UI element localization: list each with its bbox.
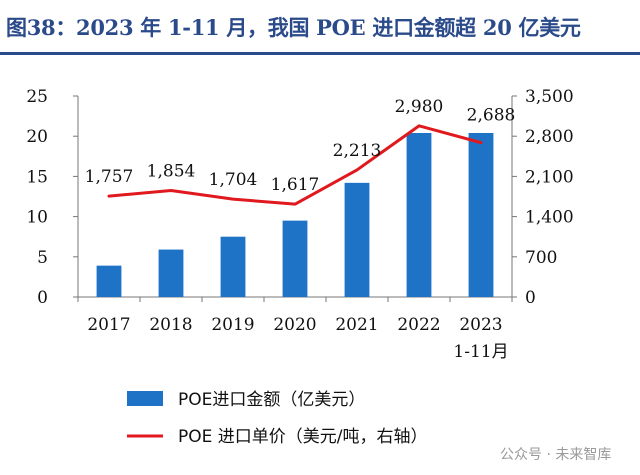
data-labels-group: 1,757 1,854 1,704 1,617 2,213 2,980 2,688 [85, 97, 516, 195]
chart-title: 图38：2023 年 1-11 月，我国 POE 进口金额超 20 亿美元 [6, 15, 581, 40]
bars-group [96, 132, 494, 297]
x-category-label: 2022 [397, 315, 440, 335]
left-tick-label: 10 [26, 208, 48, 228]
bar [158, 249, 184, 297]
line-data-label: 1,617 [271, 175, 320, 195]
x-category-label: 2017 [87, 315, 130, 335]
bar [468, 132, 494, 297]
line-data-label: 1,704 [209, 170, 258, 190]
line-data-label: 2,213 [333, 141, 382, 161]
legend-group: POE进口金额（亿美元） POE 进口单价（美元/吨，右轴） [127, 390, 428, 447]
x-category-label: 2021 [335, 315, 378, 335]
left-tick-label: 20 [26, 127, 48, 147]
bar [220, 236, 246, 297]
x-category-label: 2020 [273, 315, 316, 335]
left-tick-label: 25 [26, 87, 48, 107]
x-category-label: 2023 [459, 315, 502, 335]
right-tick-label: 700 [525, 248, 557, 268]
line-data-label: 1,757 [85, 167, 134, 187]
bar [282, 220, 308, 297]
line-data-label: 2,980 [395, 97, 444, 117]
line-group [107, 124, 483, 206]
left-tick-label: 15 [26, 167, 48, 187]
bar [406, 132, 432, 297]
x-category-label: 2018 [149, 315, 192, 335]
x-category-sublabel: 1-11月 [453, 342, 508, 362]
watermark-text: 公众号 · 未来智库 [500, 447, 611, 463]
line-data-label: 1,854 [147, 162, 196, 182]
legend-line-label: POE 进口单价（美元/吨，右轴） [178, 427, 428, 447]
right-tick-label: 0 [525, 288, 536, 308]
right-tick-label: 3,500 [525, 87, 574, 107]
x-category-label: 2019 [211, 315, 254, 335]
legend-bar-swatch [127, 391, 163, 406]
right-tick-label: 2,100 [525, 167, 574, 187]
axes-group: 0 5 10 15 20 25 0 700 1,400 2,100 2,800 3,500 2017 20… [26, 87, 573, 362]
title-underline [0, 52, 640, 55]
line-data-label: 2,688 [467, 106, 516, 126]
bar [96, 265, 122, 297]
legend-bar-label: POE进口金额（亿美元） [178, 390, 365, 410]
left-tick-label: 5 [37, 248, 48, 268]
bar [344, 182, 370, 297]
left-tick-label: 0 [37, 288, 48, 308]
right-tick-label: 1,400 [525, 208, 574, 228]
right-tick-label: 2,800 [525, 127, 574, 147]
